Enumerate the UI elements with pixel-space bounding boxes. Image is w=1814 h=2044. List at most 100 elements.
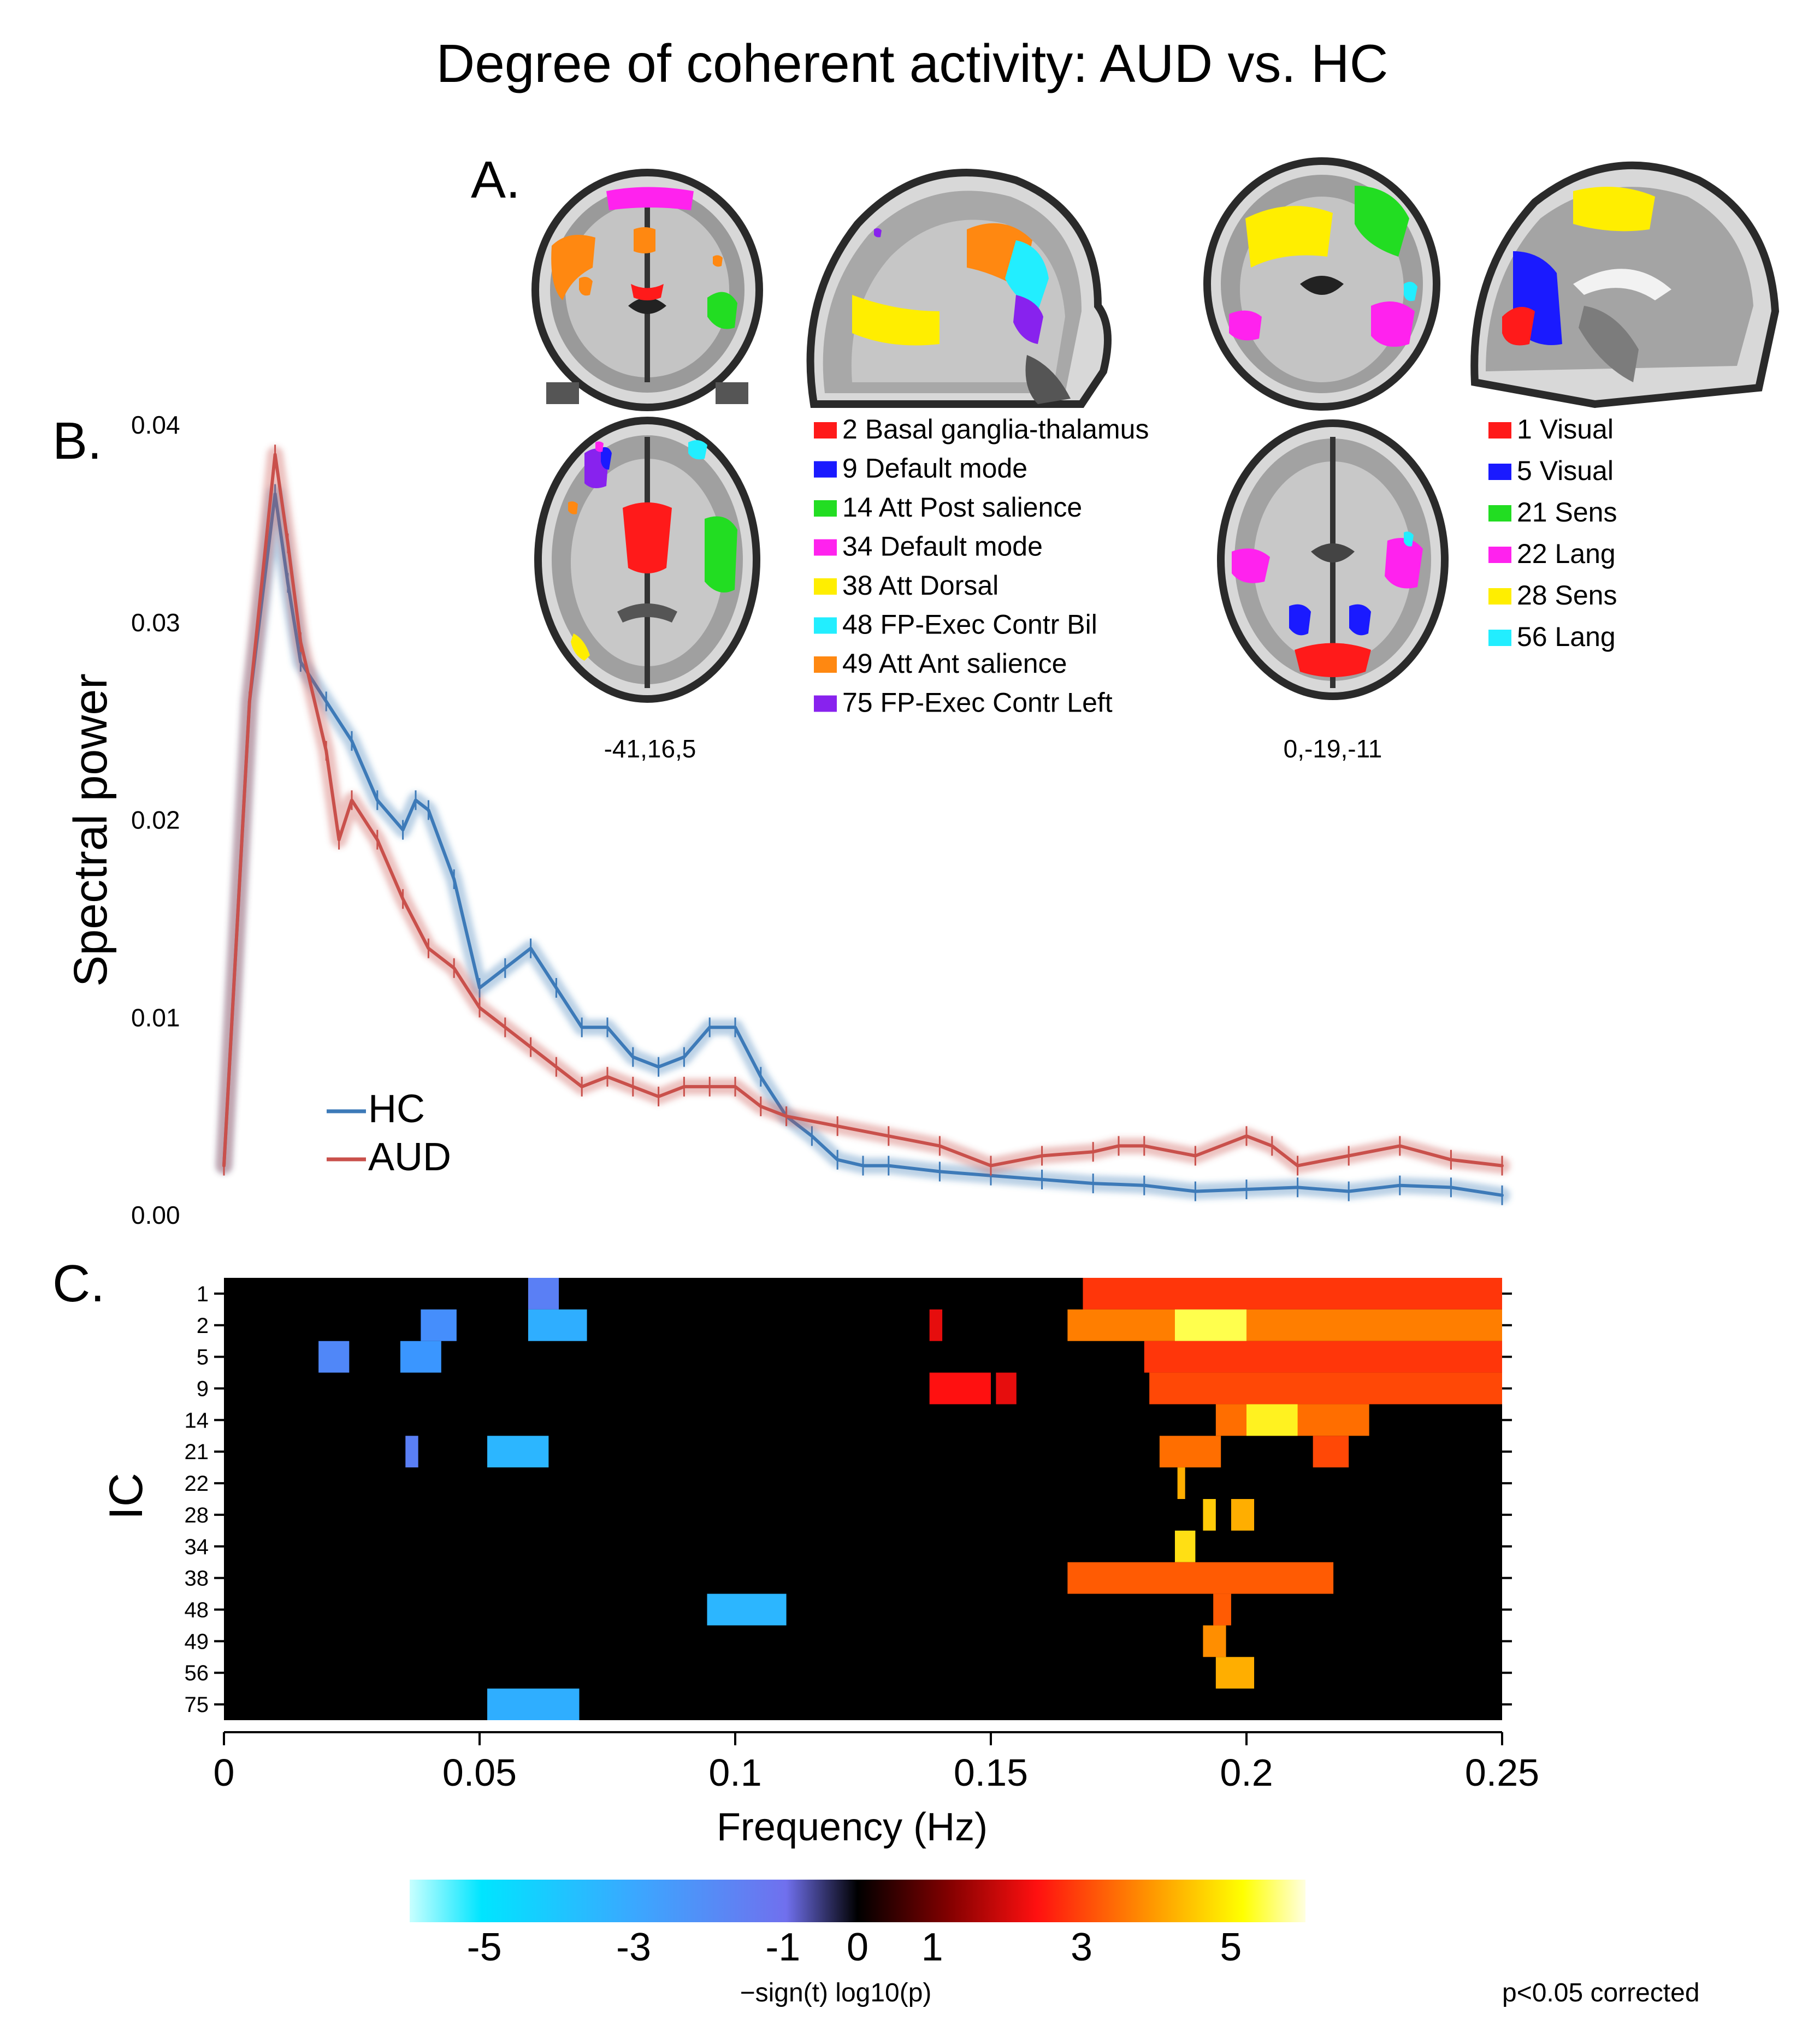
correction-note: p<0.05 corrected bbox=[1502, 1978, 1700, 2007]
heatmap-cell-2 bbox=[528, 1309, 587, 1341]
x-tick-label-0: 0 bbox=[214, 1751, 235, 1794]
heatmap-cell-13 bbox=[1144, 1341, 1502, 1373]
heatmap-cell-26 bbox=[1213, 1593, 1231, 1626]
row-label-2: 2 bbox=[197, 1314, 209, 1338]
legend-label-aud: AUD bbox=[368, 1135, 451, 1179]
row-label-21: 21 bbox=[185, 1440, 209, 1464]
row-label-14: 14 bbox=[185, 1408, 209, 1432]
colorbar-tick-0: -5 bbox=[467, 1925, 502, 1969]
heatmap-row-ticks: 1 2 5 9 14 21 22 28 34 38 48 49 56 75 bbox=[185, 1282, 1512, 1717]
legend-right-swatch-4 bbox=[1488, 588, 1511, 605]
brain-slices: -41,16,5 0,-19,-11 2 Basal ganglia-thala… bbox=[524, 157, 1780, 763]
panel-label-b: B. bbox=[52, 412, 102, 470]
colorbar-tick-5: 3 bbox=[1071, 1925, 1092, 1969]
legend-right-swatch-3 bbox=[1488, 547, 1511, 563]
heatmap-cell-12 bbox=[1174, 1309, 1246, 1341]
line-y-tick-0: 0.00 bbox=[131, 1201, 180, 1229]
brain-legend-right: 1 Visual 5 Visual 21 Sens 22 Lang 28 Sens 56 … bbox=[1488, 414, 1617, 652]
heatmap-cells bbox=[318, 1278, 1502, 1720]
heatmap-cell-23 bbox=[1231, 1499, 1255, 1531]
legend-left-swatch-4 bbox=[814, 578, 837, 595]
colorbar-ticks: -5 -3 -1 0 1 3 5 bbox=[467, 1925, 1242, 1969]
heatmap-cell-27 bbox=[1203, 1625, 1226, 1657]
heatmap-cell-9 bbox=[1083, 1278, 1502, 1310]
panel-label-c: C. bbox=[52, 1254, 105, 1313]
legend-left-label-7: 75 FP-Exec Contr Left bbox=[842, 688, 1113, 718]
brain-coronal-right bbox=[1196, 157, 1458, 411]
heatmap-x-ticks: 0 0.05 0.1 0.15 0.2 0.25 bbox=[214, 1731, 1539, 1794]
colorbar-tick-4: 1 bbox=[921, 1925, 943, 1969]
colorbar-tick-1: -3 bbox=[616, 1925, 651, 1969]
heatmap-cell-25 bbox=[1067, 1562, 1334, 1594]
heatmap-x-axis-label: Frequency (Hz) bbox=[717, 1805, 988, 1849]
heatmap-cell-8 bbox=[487, 1688, 580, 1720]
row-label-1: 1 bbox=[197, 1282, 209, 1306]
brain-axial-right bbox=[1217, 419, 1449, 700]
line-y-tick-1: 0.01 bbox=[131, 1003, 180, 1032]
row-label-75: 75 bbox=[185, 1693, 209, 1717]
legend-left-label-3: 34 Default mode bbox=[842, 531, 1043, 562]
legend-right-label-0: 1 Visual bbox=[1517, 414, 1614, 445]
line-y-tick-3: 0.03 bbox=[131, 608, 180, 637]
row-label-48: 48 bbox=[185, 1598, 209, 1622]
legend-right-swatch-0 bbox=[1488, 422, 1511, 439]
legend-left-label-2: 14 Att Post salience bbox=[842, 492, 1082, 523]
legend-left-swatch-6 bbox=[814, 656, 837, 673]
legend-label-hc: HC bbox=[368, 1087, 425, 1131]
row-label-28: 28 bbox=[185, 1503, 209, 1527]
legend-right-label-5: 56 Lang bbox=[1517, 621, 1616, 652]
row-label-9: 9 bbox=[197, 1377, 209, 1401]
brain-coronal-left bbox=[524, 169, 781, 411]
ic-heatmap: 1 2 5 9 14 21 22 28 34 38 48 49 56 75 0 0.05 0.1 0.15 0.2… bbox=[100, 1278, 1539, 1849]
legend-left-label-6: 49 Att Ant salience bbox=[842, 648, 1067, 679]
heatmap-cell-14 bbox=[929, 1372, 991, 1405]
heatmap-cell-10 bbox=[929, 1309, 943, 1341]
heatmap-cell-20 bbox=[1313, 1436, 1349, 1468]
heatmap-cell-15 bbox=[996, 1372, 1017, 1405]
legend-left-swatch-1 bbox=[814, 461, 837, 478]
colorbar-tick-3: 0 bbox=[847, 1925, 868, 1969]
heatmap-cell-7 bbox=[707, 1593, 787, 1626]
row-label-22: 22 bbox=[185, 1472, 209, 1496]
legend-left-swatch-0 bbox=[814, 422, 837, 439]
x-tick-label-5: 0.25 bbox=[1465, 1751, 1539, 1794]
legend-left-label-4: 38 Att Dorsal bbox=[842, 570, 998, 601]
heatmap-cell-0 bbox=[528, 1278, 559, 1310]
x-tick-label-2: 0.1 bbox=[708, 1751, 761, 1794]
legend-left-swatch-7 bbox=[814, 695, 837, 712]
coords-left: -41,16,5 bbox=[604, 734, 696, 763]
colorbar-tick-2: -1 bbox=[765, 1925, 800, 1969]
heatmap-cell-16 bbox=[1149, 1372, 1502, 1405]
legend-left-swatch-2 bbox=[814, 500, 837, 517]
legend-right-swatch-5 bbox=[1488, 630, 1511, 646]
legend-left-label-1: 9 Default mode bbox=[842, 453, 1027, 484]
brain-axial-left bbox=[534, 417, 760, 703]
legend-right-label-1: 5 Visual bbox=[1517, 455, 1614, 486]
colorbar-label: −sign(t) log10(p) bbox=[740, 1978, 932, 2007]
colorbar: -5 -3 -1 0 1 3 5 −sign(t) log10(p) bbox=[410, 1880, 1305, 2007]
heatmap-cell-4 bbox=[400, 1341, 441, 1373]
legend-left-label-5: 48 FP-Exec Contr Bil bbox=[842, 609, 1097, 640]
x-tick-label-3: 0.15 bbox=[954, 1751, 1028, 1794]
figure-title: Degree of coherent activity: AUD vs. HC bbox=[436, 33, 1388, 93]
brain-sagittal-right bbox=[1469, 161, 1780, 408]
panel-label-a: A. bbox=[471, 151, 521, 209]
brain-sagittal-left bbox=[797, 164, 1112, 408]
heatmap-cell-19 bbox=[1159, 1436, 1221, 1468]
legend-right-swatch-1 bbox=[1488, 464, 1511, 480]
brain-legend-left: 2 Basal ganglia-thalamus 9 Default mode 14… bbox=[814, 414, 1149, 718]
heatmap-cell-5 bbox=[405, 1436, 418, 1468]
row-label-5: 5 bbox=[197, 1346, 209, 1370]
spectral-power-chart: 0.00 0.01 0.02 0.03 0.04 Spectral power HCAU… bbox=[64, 411, 1510, 1229]
heatmap-cell-18 bbox=[1246, 1404, 1298, 1436]
line-y-axis-label: Spectral power bbox=[64, 673, 117, 987]
heatmap-cell-3 bbox=[318, 1341, 350, 1373]
row-label-56: 56 bbox=[185, 1661, 209, 1685]
legend-right-label-4: 28 Sens bbox=[1517, 580, 1617, 611]
heatmap-cell-21 bbox=[1177, 1467, 1185, 1499]
x-tick-label-4: 0.2 bbox=[1220, 1751, 1273, 1794]
line-series-group bbox=[216, 445, 1510, 1205]
heatmap-cell-11 bbox=[1067, 1309, 1502, 1341]
legend-left-swatch-3 bbox=[814, 539, 837, 556]
